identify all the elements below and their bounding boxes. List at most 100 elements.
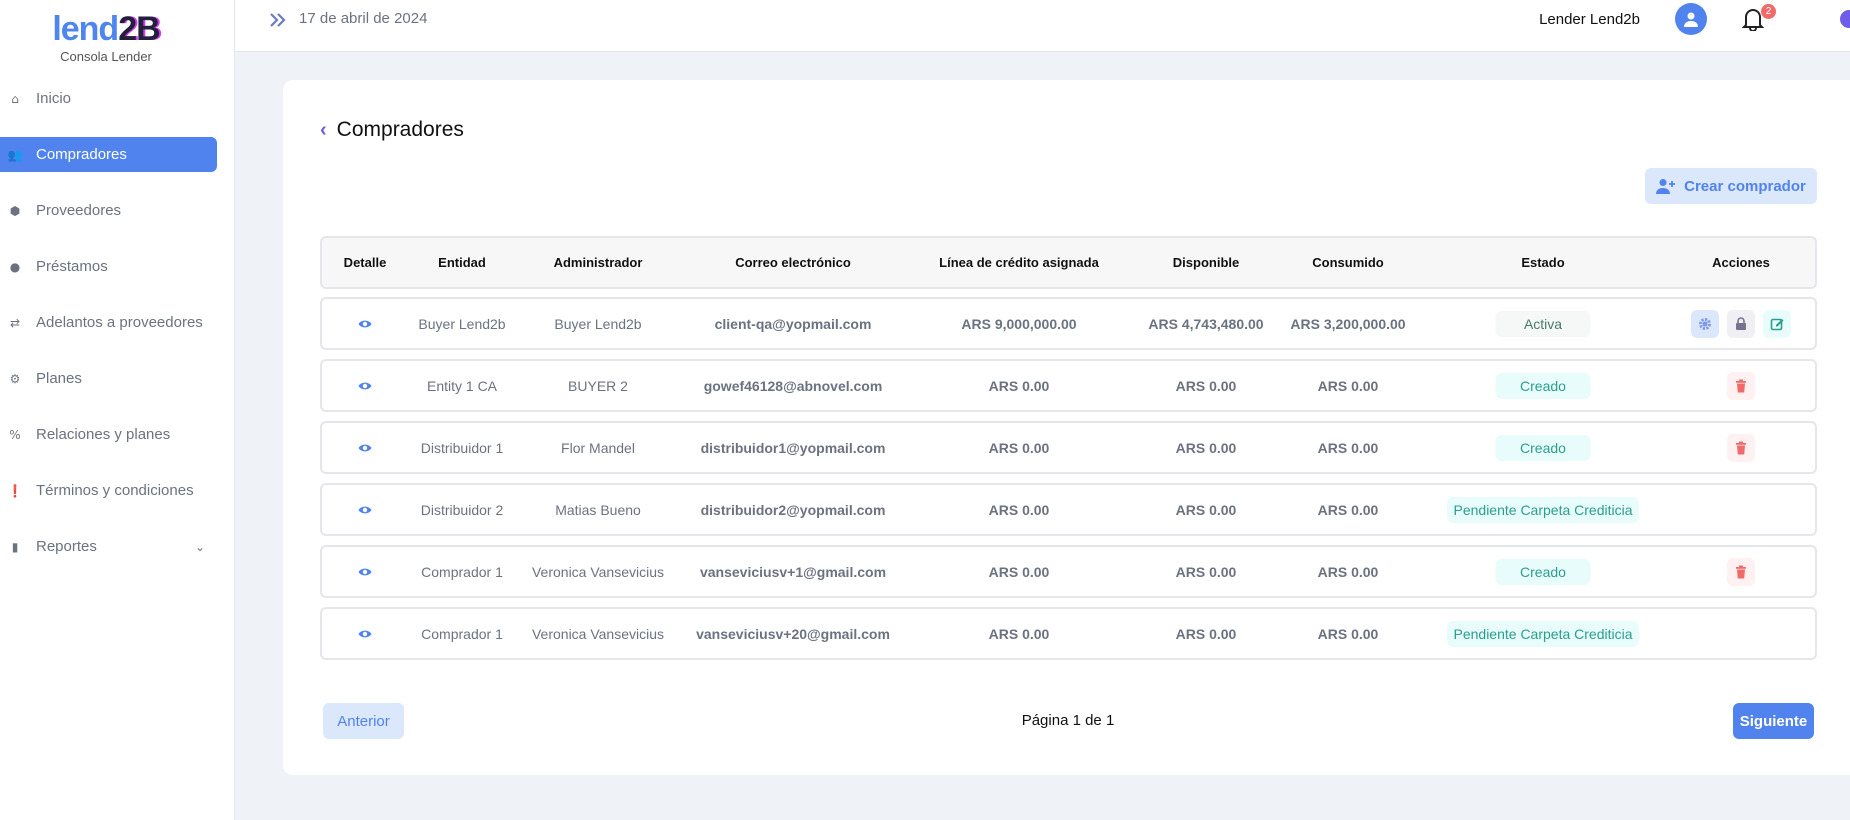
delete-button[interactable] — [1727, 371, 1755, 400]
eye-icon[interactable] — [358, 567, 372, 577]
available: ARS 0.00 — [1175, 563, 1237, 580]
sidebar-item-label: Compradores — [36, 146, 127, 163]
credit-line: ARS 0.00 — [988, 563, 1050, 580]
credit-line: ARS 0.00 — [988, 439, 1050, 456]
settings-icon — [1699, 317, 1711, 330]
status-badge: Activa — [1495, 310, 1591, 337]
sidebar-item-label: Relaciones y planes — [36, 426, 171, 443]
chevron-down-icon[interactable]: ⌄ — [194, 539, 205, 554]
eye-icon[interactable] — [358, 443, 372, 453]
status-badge: Pendiente Carpeta Crediticia — [1447, 620, 1639, 647]
entity: Distribuidor 2 — [420, 501, 504, 518]
eye-icon[interactable] — [358, 629, 372, 639]
gear-icon: ⚙ — [9, 371, 21, 386]
bar-chart-icon: ▮ — [11, 539, 19, 554]
users-icon: 👥 — [7, 147, 23, 162]
create-buyer-button[interactable]: Crear comprador — [1645, 168, 1817, 204]
status-badge: Creado — [1495, 372, 1591, 399]
eye-icon[interactable] — [358, 381, 372, 391]
previous-page-button[interactable]: Anterior — [323, 703, 404, 739]
expand-sidebar-icon[interactable] — [268, 10, 288, 30]
sidebar-item-compradores[interactable]: 👥 Compradores — [0, 137, 217, 172]
back-chevron-icon[interactable]: ‹ — [320, 118, 327, 141]
trash-icon — [1736, 565, 1746, 578]
delete-button[interactable] — [1727, 433, 1755, 462]
email: vanseviciusv+1@gmail.com — [699, 563, 887, 580]
column-header: Estado — [1521, 255, 1565, 270]
notification-badge: 2 — [1761, 4, 1776, 19]
sidebar-item-label: Términos y condiciones — [36, 482, 194, 499]
trash-icon — [1736, 441, 1746, 454]
email: vanseviciusv+20@gmail.com — [696, 625, 890, 642]
email: client-qa@yopmail.com — [714, 315, 872, 332]
administrator: BUYER 2 — [568, 377, 628, 394]
column-header: Consumido — [1312, 255, 1384, 270]
consumed: ARS 0.00 — [1317, 501, 1379, 518]
money-hand-icon: ● — [9, 259, 21, 274]
home-icon: ⌂ — [11, 91, 19, 106]
user-avatar-icon[interactable] — [1675, 3, 1707, 35]
page-indicator: Página 1 de 1 — [1021, 712, 1115, 729]
exclamation-circle-icon: ❗ — [7, 483, 23, 498]
eye-icon[interactable] — [358, 505, 372, 515]
percent-icon: % — [9, 427, 21, 442]
available: ARS 4,743,480.00 — [1148, 315, 1264, 332]
next-page-button[interactable]: Siguiente — [1733, 703, 1814, 739]
lock-icon — [1736, 316, 1746, 330]
row-actions — [1723, 361, 1759, 410]
table-row: Comprador 1 Veronica Vansevicius vansevi… — [320, 545, 1817, 598]
sidebar-item-adelantos-a-proveedores[interactable]: ⇄ Adelantos a proveedores — [0, 305, 217, 340]
lock-button[interactable] — [1727, 309, 1755, 338]
sidebar-item-reportes[interactable]: ▮ Reportes ⌄ — [0, 529, 217, 564]
entity: Distribuidor 1 — [420, 439, 504, 456]
logo: lend2B — [0, 10, 212, 49]
credit-line: ARS 0.00 — [988, 501, 1050, 518]
row-actions — [1723, 423, 1759, 472]
column-header: Disponible — [1172, 255, 1240, 270]
user-name: Lender Lend2b — [1539, 11, 1640, 28]
sidebar-item-label: Adelantos a proveedores — [36, 314, 203, 331]
sidebar-item-pr-stamos[interactable]: ● Préstamos — [0, 249, 217, 284]
sidebar-item-t-rminos-y-condiciones[interactable]: ❗ Términos y condiciones — [0, 473, 217, 508]
entity: Entity 1 CA — [426, 377, 498, 394]
sidebar: lend2B Consola Lender ⌂ Inicio 👥 Compradore… — [0, 0, 235, 820]
sidebar-item-label: Inicio — [36, 90, 72, 107]
edit-icon — [1770, 318, 1784, 330]
eye-icon[interactable] — [358, 319, 372, 329]
credit-line: ARS 0.00 — [988, 625, 1050, 642]
delete-button[interactable] — [1727, 557, 1755, 586]
language-globe-icon[interactable] — [1840, 10, 1850, 28]
table-row: Distribuidor 1 Flor Mandel distribuidor1… — [320, 421, 1817, 474]
edit-button[interactable] — [1763, 309, 1791, 338]
table-row: Entity 1 CA BUYER 2 gowef46128@abnovel.c… — [320, 359, 1817, 412]
column-header: Administrador — [553, 255, 643, 270]
available: ARS 0.00 — [1175, 625, 1237, 642]
email: distribuidor2@yopmail.com — [700, 501, 886, 518]
bell-icon[interactable] — [1742, 7, 1764, 31]
row-actions — [1723, 547, 1759, 596]
credit-line: ARS 0.00 — [988, 377, 1050, 394]
available: ARS 0.00 — [1175, 439, 1237, 456]
current-date: 17 de abril de 2024 — [299, 10, 428, 27]
status-badge: Creado — [1495, 558, 1591, 585]
consumed: ARS 3,200,000.00 — [1290, 315, 1406, 332]
settings-button[interactable] — [1691, 309, 1719, 338]
administrator: Matias Bueno — [555, 501, 641, 518]
consumed: ARS 0.00 — [1317, 439, 1379, 456]
sidebar-item-planes[interactable]: ⚙ Planes — [0, 361, 217, 396]
buyers-card: ‹ Compradores Crear comprador Detalle Enti… — [283, 80, 1850, 775]
sidebar-item-relaciones-y-planes[interactable]: % Relaciones y planes — [0, 417, 217, 452]
sidebar-item-inicio[interactable]: ⌂ Inicio — [0, 81, 217, 116]
logo-text-2: 2B — [118, 10, 160, 48]
status-badge: Pendiente Carpeta Crediticia — [1447, 496, 1639, 523]
administrator: Veronica Vansevicius — [531, 625, 665, 642]
consumed: ARS 0.00 — [1317, 625, 1379, 642]
box-icon: ⬢ — [9, 203, 21, 218]
column-header: Entidad — [438, 255, 486, 270]
create-buyer-label: Crear comprador — [1684, 177, 1806, 195]
sidebar-item-proveedores[interactable]: ⬢ Proveedores — [0, 193, 217, 228]
top-header: 17 de abril de 2024 Lender Lend2b 2 — [235, 0, 1850, 52]
trash-icon — [1736, 379, 1746, 392]
available: ARS 0.00 — [1175, 377, 1237, 394]
sidebar-item-label: Préstamos — [36, 258, 108, 275]
